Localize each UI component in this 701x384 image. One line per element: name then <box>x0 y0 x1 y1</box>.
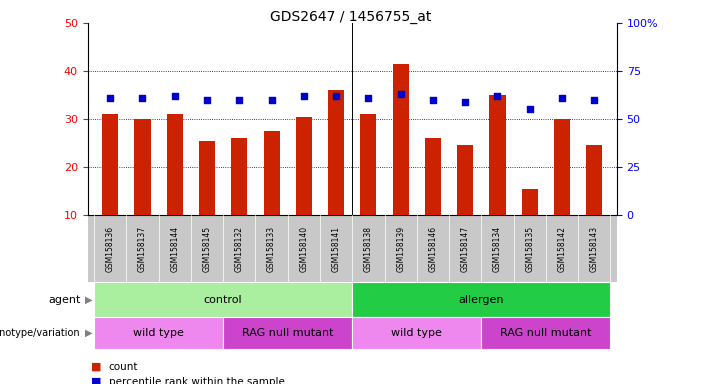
Text: genotype/variation: genotype/variation <box>0 328 81 338</box>
Text: GSM158140: GSM158140 <box>299 225 308 272</box>
Text: control: control <box>204 295 243 305</box>
Point <box>524 106 536 113</box>
Text: GSM158147: GSM158147 <box>461 225 470 272</box>
Text: GSM158139: GSM158139 <box>396 225 405 272</box>
Bar <box>264 131 280 215</box>
Text: GSM158132: GSM158132 <box>235 226 244 271</box>
Bar <box>489 95 505 215</box>
Point <box>104 95 116 101</box>
Text: GSM158143: GSM158143 <box>590 225 599 272</box>
Text: GSM158145: GSM158145 <box>203 225 212 272</box>
Bar <box>522 189 538 215</box>
Text: ■: ■ <box>91 362 102 372</box>
Bar <box>554 119 570 215</box>
Text: GSM158135: GSM158135 <box>525 225 534 272</box>
Point <box>201 97 212 103</box>
Bar <box>102 114 118 215</box>
Point <box>169 93 180 99</box>
Text: wild type: wild type <box>133 328 184 338</box>
Point <box>428 97 439 103</box>
Bar <box>360 114 376 215</box>
Point <box>330 93 341 99</box>
Bar <box>296 117 312 215</box>
Bar <box>167 114 183 215</box>
Text: GSM158134: GSM158134 <box>493 225 502 272</box>
Text: allergen: allergen <box>458 295 504 305</box>
Text: GSM158144: GSM158144 <box>170 225 179 272</box>
Text: agent: agent <box>48 295 81 305</box>
Point <box>557 95 568 101</box>
Text: GSM158133: GSM158133 <box>267 225 276 272</box>
Text: GSM158138: GSM158138 <box>364 226 373 271</box>
Point <box>137 95 148 101</box>
Text: ▶: ▶ <box>85 328 93 338</box>
Bar <box>135 119 151 215</box>
Text: count: count <box>109 362 138 372</box>
Point <box>460 99 471 105</box>
Text: RAG null mutant: RAG null mutant <box>242 328 334 338</box>
Text: GSM158136: GSM158136 <box>106 225 115 272</box>
Bar <box>425 138 441 215</box>
Point <box>589 97 600 103</box>
Point <box>395 91 407 97</box>
Point <box>233 97 245 103</box>
Text: ■: ■ <box>91 377 102 384</box>
Text: GSM158142: GSM158142 <box>557 226 566 271</box>
Point <box>492 93 503 99</box>
Text: wild type: wild type <box>391 328 442 338</box>
Bar <box>328 90 344 215</box>
Text: ▶: ▶ <box>85 295 93 305</box>
Bar <box>393 64 409 215</box>
Text: GSM158137: GSM158137 <box>138 225 147 272</box>
Point <box>363 95 374 101</box>
Bar <box>586 146 602 215</box>
Text: percentile rank within the sample: percentile rank within the sample <box>109 377 285 384</box>
Point <box>266 97 277 103</box>
Text: GSM158146: GSM158146 <box>428 225 437 272</box>
Bar <box>199 141 215 215</box>
Text: GDS2647 / 1456755_at: GDS2647 / 1456755_at <box>270 10 431 23</box>
Bar <box>457 146 473 215</box>
Point <box>298 93 309 99</box>
Text: RAG null mutant: RAG null mutant <box>500 328 592 338</box>
Bar <box>231 138 247 215</box>
Text: GSM158141: GSM158141 <box>332 226 341 271</box>
